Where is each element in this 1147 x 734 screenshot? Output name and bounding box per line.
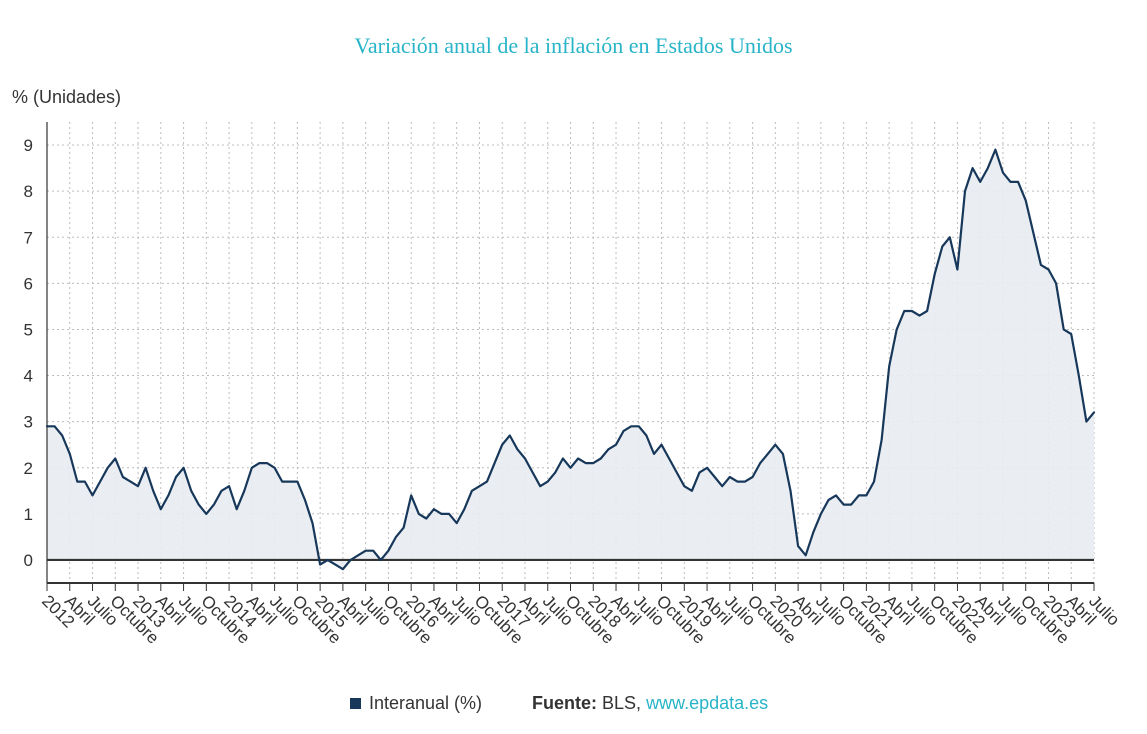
- y-tick-label: 2: [24, 459, 33, 478]
- series-line-interanual: [45, 148, 1096, 571]
- grid-lines: [47, 122, 1095, 583]
- chart-title: Variación anual de la inflación en Estad…: [354, 33, 793, 58]
- y-tick-label: 4: [24, 367, 33, 386]
- x-tick-labels: 2012AbrilJulioOctubre2013AbrilJulioOctub…: [38, 591, 1123, 647]
- legend-item-interanual[interactable]: Interanual (%): [350, 691, 482, 715]
- legend-swatch: [350, 697, 361, 709]
- source-link[interactable]: www.epdata.es: [646, 693, 769, 713]
- y-tick-label: 7: [24, 228, 33, 247]
- y-tick-labels: 0 1 2 3 4 5 6 7 8 9: [24, 136, 33, 570]
- y-tick-label: 9: [24, 136, 33, 155]
- y-tick-label: 6: [24, 274, 33, 293]
- y-tick-label: 1: [24, 505, 33, 524]
- y-axis-label: % (Unidades): [12, 87, 122, 107]
- y-tick-label: 8: [24, 182, 33, 201]
- y-tick-label: 0: [24, 551, 33, 570]
- legend-label: Interanual (%): [369, 693, 483, 713]
- axes: [46, 122, 1095, 591]
- source-name: BLS,: [602, 693, 642, 713]
- source-prefix: Fuente:: [532, 693, 597, 713]
- series-area-interanual: [47, 149, 1094, 570]
- y-tick-label: 5: [24, 320, 33, 339]
- series-area-layer: [47, 149, 1094, 570]
- source-credit: Fuente: BLS, www.epdata.es: [532, 691, 768, 715]
- series-layer: [45, 148, 1096, 571]
- y-tick-label: 3: [24, 413, 33, 432]
